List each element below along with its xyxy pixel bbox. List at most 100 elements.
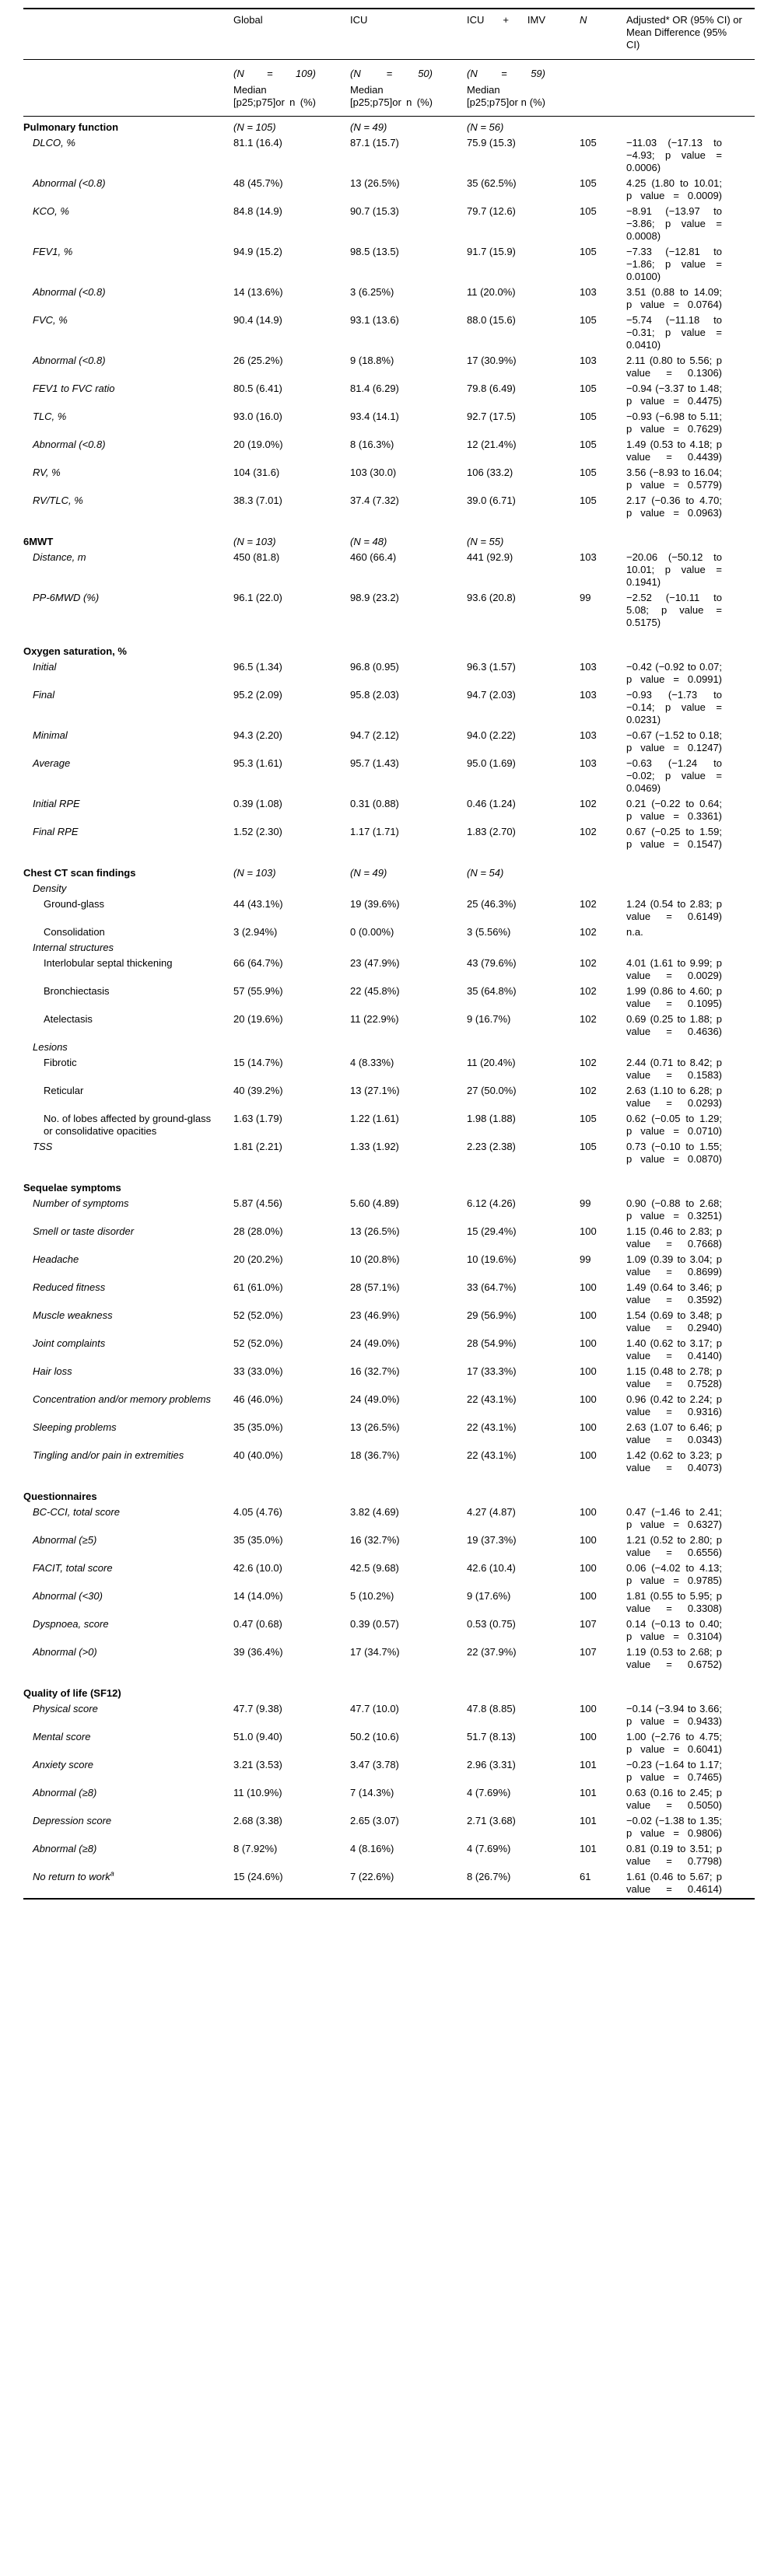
table-row: FEV1, % 94.9 (15.2) 98.5 (13.5) 91.7 (15… (23, 245, 755, 285)
cell-n: 103 (580, 729, 597, 741)
cell-icu-imv: 8 (26.7%) (467, 1871, 511, 1882)
header-n-global: (N = 109) (233, 68, 316, 79)
cell-n: 103 (580, 286, 597, 298)
cell-global: 14 (13.6%) (233, 286, 283, 298)
cell-global: (N = 103) (233, 867, 276, 879)
cell-effect: 1.54 (0.69 to 3.48; p value = 0.2940) (626, 1309, 722, 1333)
table-body: Pulmonary function (N = 105) (N = 49) (N… (23, 117, 755, 1900)
table-row: Questionnaires (23, 1477, 755, 1505)
row-label: TLC, % (33, 411, 67, 422)
row-label: Final (33, 689, 55, 701)
header-n-icu-imv: (N = 59) (467, 68, 545, 79)
cell-effect: 2.44 (0.71 to 8.42; p value = 0.1583) (626, 1057, 722, 1081)
cell-icu: 95.8 (2.03) (350, 689, 399, 701)
cell-icu: 93.1 (13.6) (350, 314, 399, 326)
cell-effect: 3.51 (0.88 to 14.09; p value = 0.0764) (626, 286, 722, 310)
cell-icu: 19 (39.6%) (350, 898, 400, 910)
row-label: Reduced fitness (33, 1281, 106, 1293)
row-label: Concentration and/or memory problems (33, 1393, 212, 1405)
row-label: Abnormal (<0.8) (33, 439, 106, 450)
cell-icu (350, 1168, 467, 1197)
cell-icu-imv: 12 (21.4%) (467, 439, 517, 450)
row-label: Physical score (33, 1703, 98, 1714)
cell-icu-imv: 22 (43.1%) (467, 1421, 517, 1433)
cell-icu: 18 (36.7%) (350, 1449, 400, 1461)
cell-effect: 1.49 (0.53 to 4.18; p value = 0.4439) (626, 439, 722, 463)
cell-effect: 0.69 (0.25 to 1.88; p value = 0.4636) (626, 1013, 722, 1037)
row-label: Chest CT scan findings (23, 867, 136, 879)
row-label: Headache (33, 1253, 79, 1265)
row-label: Abnormal (<0.8) (33, 177, 106, 189)
cell-effect (626, 882, 755, 897)
cell-effect: 0.96 (0.42 to 2.24; p value = 0.9316) (626, 1393, 722, 1417)
cell-global: 33 (33.0%) (233, 1365, 283, 1377)
cell-effect: 1.49 (0.64 to 3.46; p value = 0.3592) (626, 1281, 722, 1305)
row-label: Consolidation (44, 926, 105, 938)
cell-icu-imv: 22 (37.9%) (467, 1646, 517, 1658)
cell-n: 100 (580, 1225, 597, 1237)
cell-icu-imv: 11 (20.4%) (467, 1057, 516, 1068)
cell-global: 4.05 (4.76) (233, 1506, 282, 1518)
table-row: 6MWT (N = 103) (N = 48) (N = 55) (23, 522, 755, 551)
cell-icu-imv: 2.96 (3.31) (467, 1759, 516, 1770)
cell-icu-imv (467, 1040, 580, 1056)
cell-effect: 1.15 (0.48 to 2.78; p value = 0.7528) (626, 1365, 722, 1389)
row-label: TSS (33, 1141, 53, 1152)
row-label: Final RPE (33, 826, 79, 837)
row-label: Sleeping problems (33, 1421, 117, 1433)
table-row: Bronchiectasis 57 (55.9%) 22 (45.8%) 35 … (23, 984, 755, 1012)
header-stat-icu-imv: Median [p25;p75]or n (%) (467, 83, 580, 117)
cell-effect: 0.81 (0.19 to 3.51; p value = 0.7798) (626, 1843, 722, 1867)
cell-n: 100 (580, 1393, 597, 1405)
table-row: Lesions (23, 1040, 755, 1056)
cell-global (233, 1673, 350, 1702)
cell-n: 100 (580, 1365, 597, 1377)
row-label: Smell or taste disorder (33, 1225, 135, 1237)
header-stat-icu: Median [p25;p75]or n (%) (350, 83, 467, 117)
cell-global: 20 (20.2%) (233, 1253, 283, 1265)
cell-icu: 1.22 (1.61) (350, 1113, 399, 1124)
cell-n: 105 (580, 495, 597, 506)
cell-icu: 17 (34.7%) (350, 1646, 400, 1658)
cell-icu-imv: 22 (43.1%) (467, 1449, 517, 1461)
row-label: 6MWT (23, 536, 54, 547)
cell-global: 40 (40.0%) (233, 1449, 283, 1461)
cell-effect: 0.06 (−4.02 to 4.13; p value = 0.9785) (626, 1562, 722, 1586)
cell-icu-imv: 43 (79.6%) (467, 957, 517, 969)
cell-global: 104 (31.6) (233, 467, 280, 478)
cell-effect: −20.06 (−50.12 to 10.01; p value = 0.194… (626, 551, 722, 588)
cell-n (580, 853, 626, 882)
cell-effect (626, 853, 755, 882)
cell-icu-imv: 22 (43.1%) (467, 1393, 517, 1405)
table-row: Initial RPE 0.39 (1.08) 0.31 (0.88) 0.46… (23, 797, 755, 825)
cell-effect: −0.67 (−1.52 to 0.18; p value = 0.1247) (626, 729, 722, 753)
row-label: Initial RPE (33, 798, 80, 809)
cell-icu: 96.8 (0.95) (350, 661, 399, 673)
cell-effect: −11.03 (−17.13 to −4.93; p value = 0.000… (626, 137, 722, 173)
cell-n (580, 117, 626, 137)
cell-icu: 93.4 (14.1) (350, 411, 399, 422)
table-row: Distance, m 450 (81.8) 460 (66.4) 441 (9… (23, 551, 755, 591)
cell-global: (N = 103) (233, 536, 276, 547)
cell-effect: −0.94 (−3.37 to 1.48; p value = 0.4475) (626, 383, 722, 407)
cell-n: 105 (580, 314, 597, 326)
table-header: Global ICU ICU + IMV N Adjusted* OR (95%… (23, 9, 755, 117)
cell-n: 103 (580, 661, 597, 673)
row-label: Abnormal (<0.8) (33, 286, 106, 298)
row-label: Atelectasis (44, 1013, 93, 1025)
row-label: Muscle weakness (33, 1309, 113, 1321)
cell-effect: −0.14 (−3.94 to 3.66; p value = 0.9433) (626, 1703, 722, 1727)
cell-effect: 0.73 (−0.10 to 1.55; p value = 0.0870) (626, 1141, 722, 1165)
cell-n: 101 (580, 1843, 597, 1854)
row-label: Internal structures (33, 942, 114, 953)
table-row: Abnormal (≥8) 8 (7.92%) 4 (8.16%) 4 (7.6… (23, 1842, 755, 1870)
cell-icu: 3.47 (3.78) (350, 1759, 399, 1770)
cell-icu-imv: (N = 55) (467, 536, 504, 547)
cell-global: 40 (39.2%) (233, 1085, 283, 1096)
cell-effect (626, 941, 755, 956)
cell-effect: −0.42 (−0.92 to 0.07; p value = 0.0991) (626, 661, 722, 685)
table-row: Atelectasis 20 (19.6%) 11 (22.9%) 9 (16.… (23, 1012, 755, 1040)
cell-icu: 5.60 (4.89) (350, 1197, 399, 1209)
cell-n: 100 (580, 1309, 597, 1321)
